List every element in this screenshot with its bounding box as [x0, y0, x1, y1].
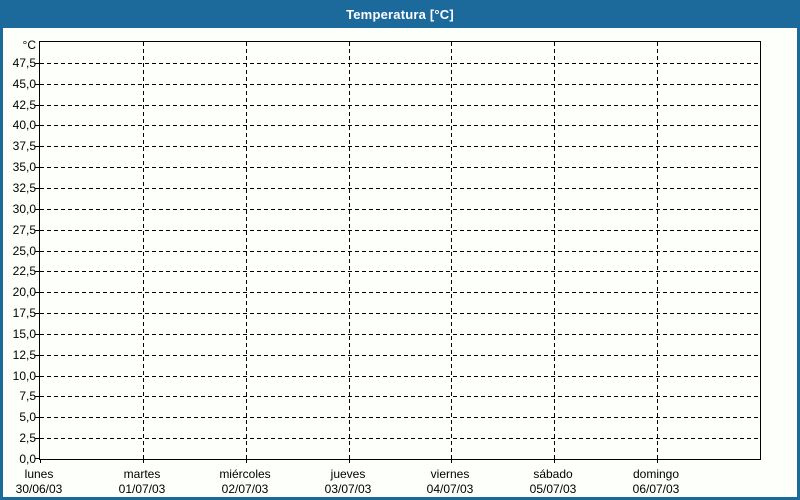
y-tick-mark: [35, 84, 39, 85]
window-titlebar: Temperatura [°C]: [0, 0, 800, 28]
y-tick-mark: [35, 438, 39, 439]
x-tick-label: viernes 04/07/03: [395, 467, 505, 496]
x-tick-label: miércoles 02/07/03: [190, 467, 300, 496]
x-tick-label: sábado 05/07/03: [498, 467, 608, 496]
v-gridline: [143, 42, 144, 459]
y-tick-label: 7,5: [19, 389, 36, 403]
x-tick-label: jueves 03/07/03: [293, 467, 403, 496]
x-tick-mark: [40, 460, 41, 463]
v-gridline: [554, 42, 555, 459]
y-tick-label: 5,0: [19, 410, 36, 424]
h-gridline: [40, 438, 760, 439]
h-gridline: [40, 146, 760, 147]
y-tick-mark: [35, 355, 39, 356]
y-tick-label: 40,0: [12, 118, 36, 132]
y-tick-label: 20,0: [12, 285, 36, 299]
y-tick-mark: [35, 209, 39, 210]
x-tick-label: martes 01/07/03: [87, 467, 197, 496]
h-gridline: [40, 417, 760, 418]
h-gridline: [40, 355, 760, 356]
v-gridline: [349, 42, 350, 459]
h-gridline: [40, 209, 760, 210]
y-tick-label: 30,0: [12, 202, 36, 216]
h-gridline: [40, 334, 760, 335]
y-tick-label: 12,5: [12, 348, 36, 362]
x-tick-label: lunes 30/06/03: [0, 467, 94, 496]
h-gridline: [40, 84, 760, 85]
x-date-label: 02/07/03: [221, 482, 269, 496]
v-gridline: [246, 42, 247, 459]
h-gridline: [40, 105, 760, 106]
y-tick-mark: [35, 271, 39, 272]
x-day-label: lunes: [24, 467, 54, 481]
y-tick-mark: [35, 146, 39, 147]
h-gridline: [40, 188, 760, 189]
y-tick-label: 35,0: [12, 160, 36, 174]
y-tick-mark: [35, 313, 39, 314]
y-tick-label: 22,5: [12, 264, 36, 278]
h-gridline: [40, 230, 760, 231]
y-axis-unit-label: °C: [22, 38, 36, 52]
x-date-label: 30/06/03: [15, 482, 63, 496]
x-day-label: sábado: [533, 467, 573, 481]
y-tick-mark: [35, 334, 39, 335]
y-tick-mark: [35, 167, 39, 168]
y-tick-mark: [35, 63, 39, 64]
y-tick-label: 42,5: [12, 98, 36, 112]
y-tick-mark: [35, 251, 39, 252]
y-tick-mark: [35, 125, 39, 126]
h-gridline: [40, 167, 760, 168]
y-tick-label: 37,5: [12, 139, 36, 153]
x-tick-mark: [657, 460, 658, 463]
plot-area: [35, 41, 761, 463]
h-gridline: [40, 251, 760, 252]
x-date-label: 04/07/03: [426, 482, 474, 496]
x-tick-mark: [349, 460, 350, 463]
y-tick-mark: [35, 396, 39, 397]
h-gridline: [40, 63, 760, 64]
v-gridline: [451, 42, 452, 459]
y-tick-label: 2,5: [19, 431, 36, 445]
x-date-label: 01/07/03: [118, 482, 166, 496]
x-date-label: 03/07/03: [324, 482, 372, 496]
y-tick-mark: [35, 188, 39, 189]
y-tick-mark: [35, 417, 39, 418]
x-day-label: jueves: [330, 467, 366, 481]
y-tick-mark: [35, 230, 39, 231]
x-tick-mark: [451, 460, 452, 463]
y-tick-label: 17,5: [12, 306, 36, 320]
v-gridline: [657, 42, 658, 459]
y-tick-label: 25,0: [12, 244, 36, 258]
y-tick-label: 47,5: [12, 56, 36, 70]
x-day-label: martes: [123, 467, 161, 481]
h-gridline: [40, 396, 760, 397]
y-tick-label: 0,0: [19, 452, 36, 466]
h-gridline: [40, 125, 760, 126]
y-tick-mark: [35, 105, 39, 106]
y-tick-label: 45,0: [12, 77, 36, 91]
chart-title: Temperatura [°C]: [346, 6, 454, 22]
x-date-label: 05/07/03: [529, 482, 577, 496]
y-tick-label: 10,0: [12, 369, 36, 383]
y-tick-label: 32,5: [12, 181, 36, 195]
h-gridline: [40, 292, 760, 293]
x-day-label: viernes: [430, 467, 470, 481]
y-tick-mark: [35, 458, 39, 459]
x-tick-label: domingo 06/07/03: [601, 467, 711, 496]
x-date-label: 06/07/03: [632, 482, 680, 496]
y-tick-mark: [35, 376, 39, 377]
x-tick-mark: [246, 460, 247, 463]
y-tick-label: 27,5: [12, 223, 36, 237]
chart-area: °C 0,0 2,5 5,0 7,5 10,0 12,5 15,0 17,5 20,0 22,5 2…: [3, 28, 797, 497]
h-gridline: [40, 313, 760, 314]
x-tick-mark: [554, 460, 555, 463]
y-tick-mark: [35, 292, 39, 293]
x-day-label: domingo: [632, 467, 680, 481]
y-tick-label: 15,0: [12, 327, 36, 341]
h-gridline: [40, 376, 760, 377]
h-gridline: [40, 271, 760, 272]
x-day-label: miércoles: [219, 467, 271, 481]
x-tick-mark: [143, 460, 144, 463]
